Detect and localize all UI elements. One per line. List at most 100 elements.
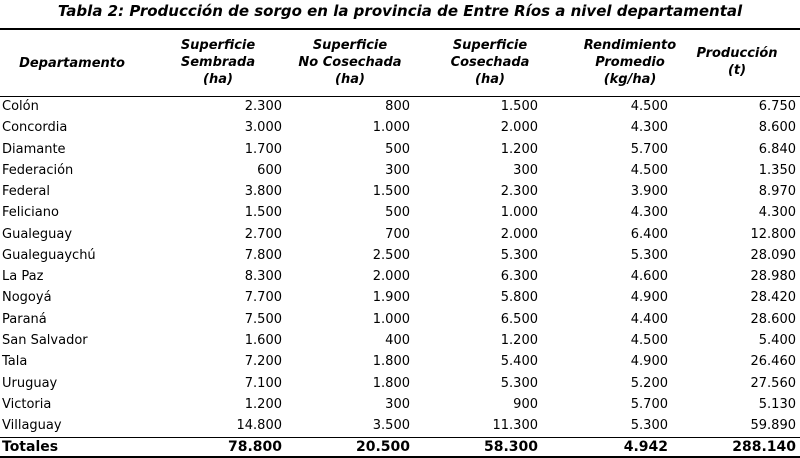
cell-value: 6.400 [630, 226, 668, 242]
header-line: (ha) [475, 72, 505, 87]
cell-value: 5.300 [630, 247, 668, 263]
row-label: Uruguay [2, 375, 58, 391]
header-cell: Rendimiento Promedio (kg/ha) [565, 37, 695, 88]
cell-value: 2.300 [244, 99, 282, 114]
header-line: (t) [727, 63, 747, 78]
header-line: Producción [696, 46, 778, 61]
cell-value: 4.300 [630, 205, 668, 221]
cell-value: 3.800 [244, 184, 282, 200]
header-line: Cosechada [450, 55, 530, 70]
cell-value: 7.100 [244, 375, 282, 391]
cell-value: 20.500 [355, 439, 410, 455]
cell-value: 4.300 [630, 120, 668, 136]
cell-value: 400 [385, 332, 410, 348]
cell-value: 1.350 [758, 162, 796, 178]
cell-value: 4.500 [630, 332, 668, 348]
row-label: Paraná [2, 311, 47, 327]
header-line: Sembrada [180, 55, 256, 70]
cell-value: 26.460 [750, 354, 797, 370]
cell-value: 2.700 [244, 226, 282, 242]
row-label: Federal [2, 184, 50, 200]
row-label: Villaguay [2, 418, 62, 434]
cell-value: 1.700 [244, 141, 282, 157]
cell-value: 12.800 [750, 226, 797, 242]
cell-value: 3.900 [630, 184, 668, 200]
totals-rule [0, 437, 800, 438]
cell-value: 78.800 [227, 439, 282, 455]
cell-value: 4.300 [758, 205, 796, 221]
header-line: Superficie [312, 38, 388, 53]
cell-value: 5.800 [500, 290, 538, 306]
cell-value: 28.600 [750, 311, 797, 327]
cell-value: 600 [257, 162, 282, 178]
row-label: Concordia [2, 120, 68, 136]
cell-value: 1.000 [372, 120, 410, 136]
header-line: Superficie [452, 38, 528, 53]
cell-value: 500 [385, 141, 410, 157]
header-line: No Cosechada [298, 55, 402, 70]
row-label: Totales [2, 439, 59, 455]
cell-value: 28.980 [750, 269, 797, 285]
header-line: (ha) [335, 72, 365, 87]
row-label: La Paz [2, 269, 44, 285]
header-line: (ha) [203, 72, 233, 87]
cell-value: 1.200 [500, 332, 538, 348]
cell-value: 14.800 [236, 418, 283, 434]
cell-value: 27.560 [750, 375, 797, 391]
cell-value: 58.300 [483, 439, 538, 455]
header-cell: Superficie Cosechada (ha) [425, 37, 555, 88]
cell-value: 5.130 [758, 396, 796, 412]
cell-value: 8.970 [758, 184, 796, 200]
cell-value: 900 [513, 396, 538, 412]
cell-value: 1.000 [372, 311, 410, 327]
cell-value: 4.900 [630, 354, 668, 370]
cell-value: 4.600 [630, 269, 668, 285]
cell-value: 2.300 [500, 184, 538, 200]
cell-value: 5.200 [630, 375, 668, 391]
cell-value: 1.000 [500, 205, 538, 221]
bottom-rule [0, 456, 800, 458]
cell-value: 6.500 [500, 311, 538, 327]
cell-value: 7.700 [244, 290, 282, 306]
cell-value: 28.420 [750, 290, 797, 306]
cell-value: 7.200 [244, 354, 282, 370]
row-label: Tala [2, 354, 28, 370]
row-label: Diamante [2, 141, 66, 157]
cell-value: 1.200 [244, 396, 282, 412]
cell-value: 1.200 [500, 141, 538, 157]
cell-value: 2.500 [372, 247, 410, 263]
cell-value: 300 [385, 162, 410, 178]
cell-value: 4.400 [630, 311, 668, 327]
cell-value: 59.890 [750, 418, 797, 434]
header-line: Rendimiento [583, 38, 677, 53]
header-line: (kg/ha) [603, 72, 657, 87]
cell-value: 7.800 [244, 247, 282, 263]
cell-value: 8.600 [758, 120, 796, 136]
cell-value: 800 [385, 99, 410, 114]
row-label: Gualeguaychú [2, 247, 96, 263]
row-label: San Salvador [2, 332, 88, 348]
cell-value: 8.300 [244, 269, 282, 285]
row-label: Federación [2, 162, 74, 178]
cell-value: 1.500 [500, 99, 538, 114]
row-label: Feliciano [2, 205, 59, 221]
header-cell: Superficie No Cosechada (ha) [285, 37, 415, 88]
cell-value: 6.300 [500, 269, 538, 285]
cell-value: 300 [385, 396, 410, 412]
cell-value: 1.500 [372, 184, 410, 200]
cell-value: 1.900 [372, 290, 410, 306]
header-line: Superficie [180, 38, 256, 53]
cell-value: 4.500 [630, 162, 668, 178]
cell-value: 5.700 [630, 396, 668, 412]
cell-value: 1.800 [372, 354, 410, 370]
cell-value: 3.000 [244, 120, 282, 136]
cell-value: 2.000 [372, 269, 410, 285]
cell-value: 4.942 [623, 439, 668, 455]
header-rule [0, 96, 800, 97]
cell-value: 300 [513, 162, 538, 178]
row-label: Nogoyá [2, 290, 52, 306]
cell-value: 700 [385, 226, 410, 242]
cell-value: 1.600 [244, 332, 282, 348]
cell-value: 28.090 [750, 247, 797, 263]
